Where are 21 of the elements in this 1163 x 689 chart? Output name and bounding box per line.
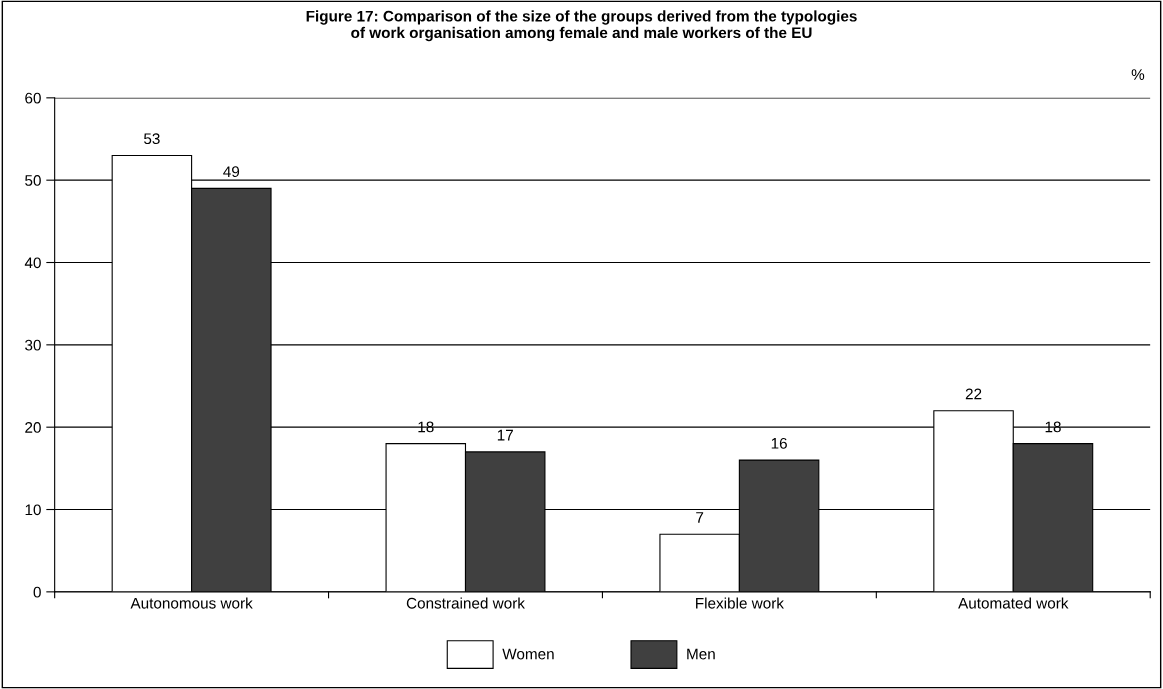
x-tick-label: Autonomous work	[130, 597, 253, 609]
data-label: 53	[144, 133, 160, 145]
y-axis-title: %	[1131, 69, 1145, 80]
chart-title: Figure 17: Comparison of the size of the groups derived from the typologies of work organisation among female and male workers of the EU	[306, 10, 857, 42]
data-label: 49	[223, 166, 240, 178]
y-tick-label: 0	[33, 586, 41, 598]
y-tick-label: 50	[25, 175, 41, 186]
y-tick-label: 60	[25, 92, 41, 104]
x-tick-label: Automated work	[958, 597, 1069, 609]
data-label: 7	[696, 512, 704, 523]
x-tick-label: Flexible work	[696, 597, 784, 609]
y-tick-label: 20	[25, 422, 41, 433]
y-tick-label: 10	[25, 504, 41, 516]
data-label: 22	[965, 388, 982, 400]
legend-label: Men	[687, 648, 715, 660]
legend-label: Women	[502, 648, 554, 660]
x-tick-label: Constrained work	[406, 597, 525, 609]
y-tick-label: 40	[24, 257, 41, 269]
data-label: 17	[497, 429, 513, 441]
data-label: 16	[771, 437, 787, 449]
y-tick-label: 30	[25, 339, 41, 351]
